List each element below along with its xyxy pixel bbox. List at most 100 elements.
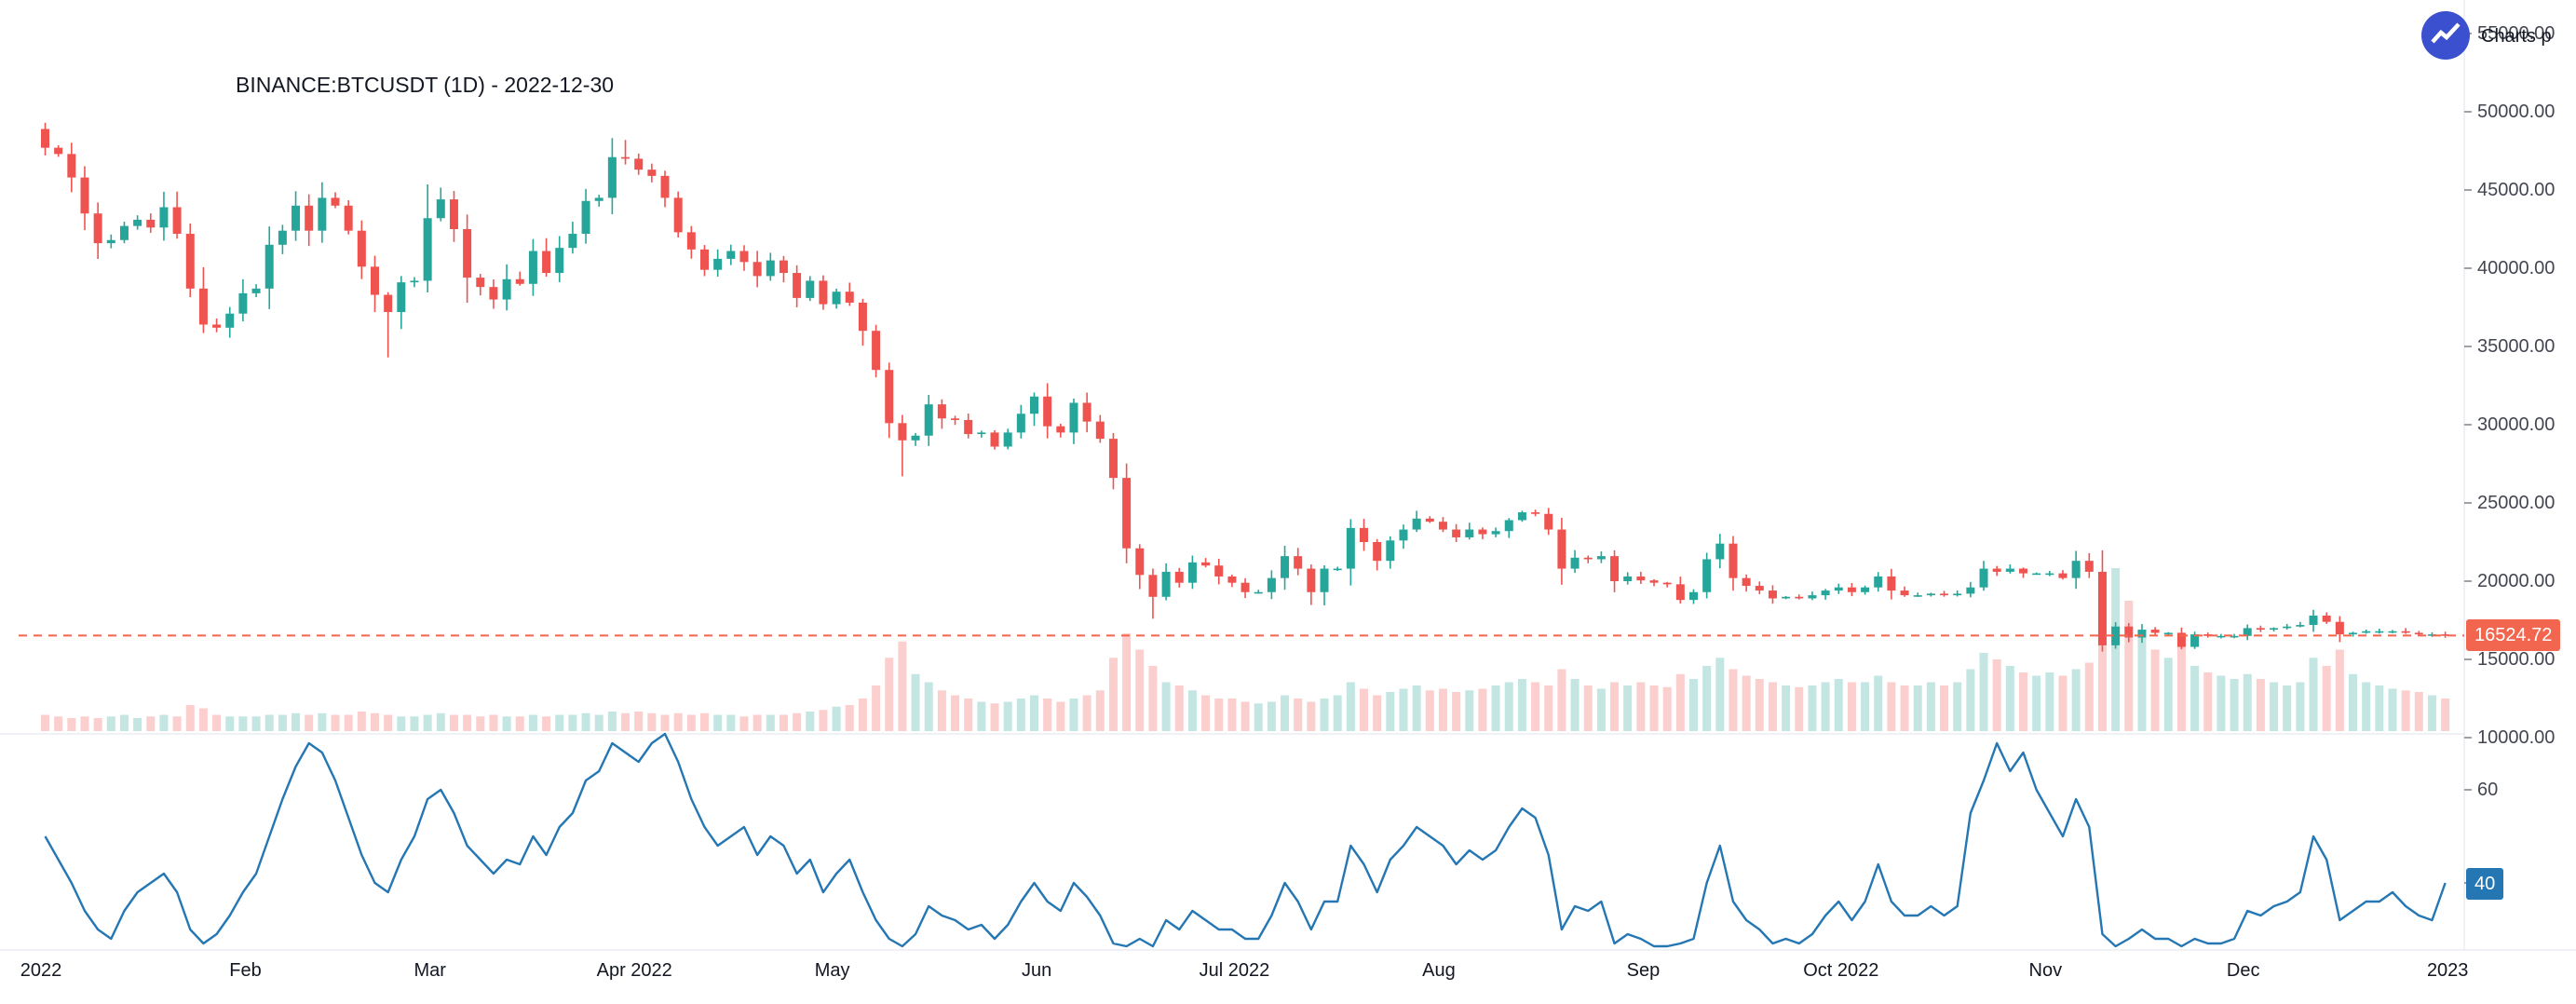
volume-bar [1478, 688, 1487, 731]
candle-body [1281, 556, 1290, 578]
candle-body [1755, 586, 1764, 591]
candle-body [1834, 587, 1843, 591]
tradingview-attribution-link[interactable]: Charts p [2481, 26, 2552, 47]
volume-bar [1452, 692, 1461, 731]
candle-body [146, 219, 156, 228]
candle-body [2097, 571, 2107, 645]
volume-bar [2309, 658, 2318, 731]
candle-body [2137, 630, 2147, 638]
candle-body [1900, 590, 1909, 596]
volume-bar [779, 714, 788, 731]
volume-bar [819, 710, 828, 731]
candle-body [2414, 632, 2423, 635]
candle-body [1452, 529, 1461, 537]
candle-body [1161, 571, 1171, 597]
volume-bar [1360, 688, 1368, 731]
candle-body [1478, 529, 1487, 535]
volume-bar [832, 706, 841, 731]
candle-body [2217, 635, 2226, 638]
candle-body [1254, 591, 1263, 594]
candle-body [1847, 587, 1856, 592]
volume-bar [2283, 685, 2292, 731]
volume-bar [1095, 690, 1105, 731]
candle-body [251, 288, 261, 293]
volume-bar [2362, 682, 2371, 731]
candle-body [2401, 631, 2410, 633]
volume-bar [1782, 685, 1791, 731]
candle-body [291, 205, 301, 231]
volume-bar [1531, 682, 1540, 731]
candle-body [476, 278, 485, 288]
volume-bar [41, 714, 49, 731]
volume-bar [1689, 679, 1698, 731]
volume-bar [766, 714, 775, 731]
volume-bar [806, 712, 815, 731]
candle-body [238, 292, 248, 314]
candle-body [1122, 478, 1132, 549]
last-price-badge: 16524.72 [2466, 619, 2561, 652]
rsi-value-badge: 40 [2466, 868, 2504, 900]
volume-bar [2190, 666, 2200, 731]
candle-body [2071, 561, 2081, 578]
candle-body [1174, 571, 1184, 583]
candle-body [331, 197, 340, 206]
volume-bar [726, 714, 736, 731]
volume-bar [528, 714, 537, 731]
volume-bar [1438, 688, 1447, 731]
volume-bar [977, 701, 986, 731]
volume-bar [1386, 692, 1395, 731]
volume-bar [1161, 682, 1171, 731]
candle-body [2243, 628, 2252, 636]
volume-bar [1583, 685, 1593, 731]
candle-body [660, 175, 670, 198]
candle-body [1649, 580, 1659, 583]
candle-body [357, 230, 366, 267]
candle-body [1504, 520, 1513, 532]
volume-bar [291, 712, 301, 731]
volume-bar [1821, 682, 1830, 731]
volume-bar [1834, 679, 1843, 731]
candle-body [1320, 568, 1329, 592]
volume-bar [1320, 699, 1329, 731]
volume-bar [1729, 669, 1738, 731]
volume-bar [1281, 695, 1290, 731]
candle-body [2190, 634, 2200, 647]
candle-body [1623, 576, 1633, 581]
candle-body [1201, 562, 1211, 566]
candle-body [449, 199, 458, 229]
volume-bar [1768, 682, 1777, 731]
candle-body [700, 249, 709, 270]
candle-body [806, 280, 815, 298]
volume-bar [1992, 659, 2001, 731]
volume-bar [1043, 699, 1052, 731]
volume-bar [357, 712, 366, 731]
volume-bar [1662, 686, 1672, 731]
candle-body [1596, 556, 1606, 560]
volume-bar [1425, 690, 1434, 731]
candle-body [1346, 527, 1355, 569]
volume-bar [568, 714, 577, 731]
candle-body [1570, 557, 1579, 569]
volume-bar [2441, 699, 2450, 731]
candle-body [964, 419, 973, 435]
volume-bar [1861, 682, 1870, 731]
candle-body [1227, 576, 1237, 583]
candle-body [1583, 557, 1593, 560]
candle-body [1135, 548, 1145, 576]
candle-body [1782, 596, 1791, 599]
volume-bar [2335, 649, 2344, 731]
volume-bar [1108, 658, 1118, 731]
candle-body [1082, 402, 1091, 422]
volume-bar [212, 714, 222, 731]
tradingview-logo-icon[interactable] [2420, 10, 2471, 65]
volume-bar [410, 716, 419, 731]
candle-body [371, 266, 379, 295]
volume-bar [1135, 649, 1145, 731]
volume-bar [344, 714, 353, 731]
candle-body [1992, 568, 2001, 572]
candle-body [1821, 590, 1830, 596]
volume-bar [673, 712, 683, 731]
volume-bar [872, 685, 881, 731]
candle-body [436, 199, 445, 219]
